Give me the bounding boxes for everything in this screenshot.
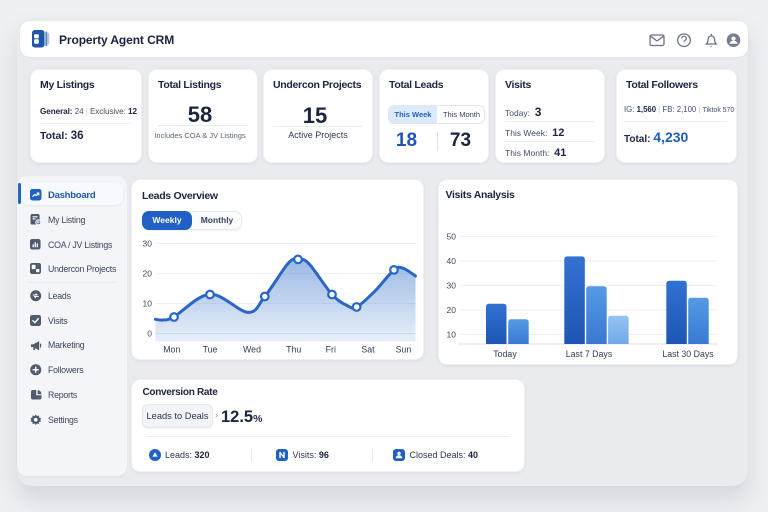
svg-text:20: 20 xyxy=(143,269,153,279)
svg-text:Last 7 Days: Last 7 Days xyxy=(566,349,613,359)
svg-text:Sun: Sun xyxy=(396,345,412,355)
svg-text:Mon: Mon xyxy=(163,345,180,355)
svg-text:30: 30 xyxy=(447,280,457,290)
svg-text:Thu: Thu xyxy=(286,345,301,355)
svg-text:30: 30 xyxy=(143,239,153,249)
svg-text:Tue: Tue xyxy=(203,345,218,355)
svg-text:40: 40 xyxy=(447,255,457,265)
svg-text:Sat: Sat xyxy=(361,345,375,355)
svg-text:20: 20 xyxy=(447,304,457,314)
svg-text:Last 30 Days: Last 30 Days xyxy=(662,349,714,359)
svg-text:10: 10 xyxy=(143,299,153,309)
svg-text:Today: Today xyxy=(493,349,517,359)
svg-text:50: 50 xyxy=(447,231,457,241)
svg-text:Fri: Fri xyxy=(326,345,336,355)
svg-text:0: 0 xyxy=(147,329,152,339)
svg-text:10: 10 xyxy=(447,329,457,339)
svg-text:Wed: Wed xyxy=(243,345,261,355)
